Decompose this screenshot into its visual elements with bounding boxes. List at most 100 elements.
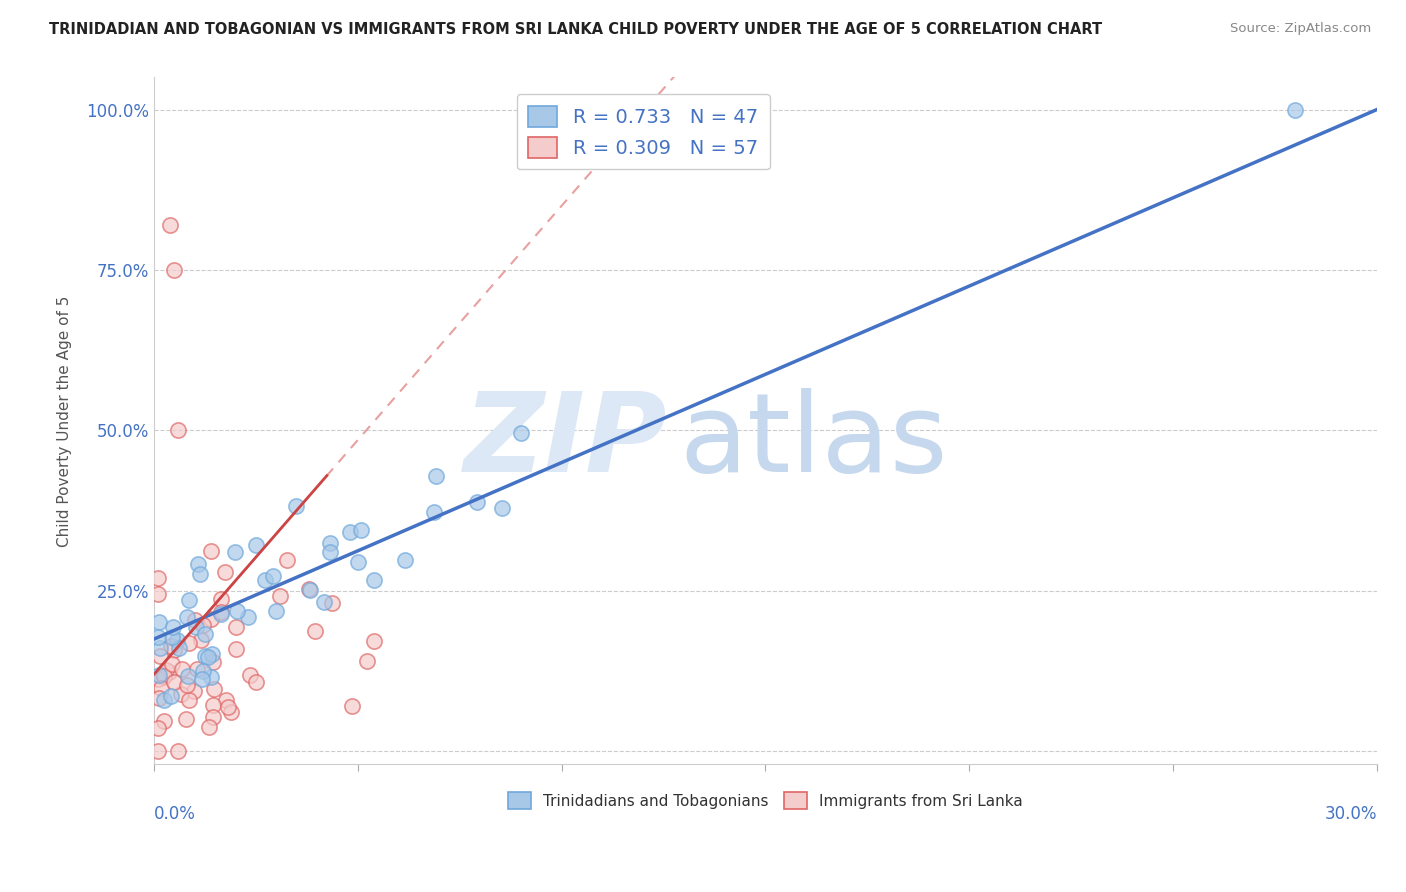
Point	[491, 501, 513, 516]
Text: Source: ZipAtlas.com: Source: ZipAtlas.com	[1230, 22, 1371, 36]
Text: 30.0%: 30.0%	[1324, 805, 1376, 823]
Point	[314, 595, 336, 609]
Point	[194, 627, 217, 641]
Point	[149, 648, 172, 663]
Point	[1284, 103, 1306, 117]
Point	[245, 674, 267, 689]
Point	[148, 615, 170, 630]
Point	[186, 662, 208, 676]
Point	[190, 672, 212, 686]
Point	[202, 698, 225, 713]
Point	[245, 539, 267, 553]
Point	[346, 555, 368, 569]
Point	[179, 636, 201, 650]
Point	[356, 654, 378, 668]
Text: 0.0%: 0.0%	[153, 805, 195, 823]
Point	[194, 649, 217, 664]
Point	[148, 668, 170, 682]
Point	[202, 681, 225, 696]
Point	[163, 643, 186, 657]
Point	[509, 426, 531, 441]
Point	[167, 641, 190, 656]
Point	[200, 544, 222, 558]
Point	[163, 263, 186, 277]
Point	[177, 669, 200, 683]
Point	[172, 662, 194, 676]
Point	[149, 640, 172, 655]
Point	[363, 634, 385, 648]
Point	[152, 669, 174, 683]
Point	[187, 557, 209, 571]
Point	[153, 714, 176, 729]
Point	[146, 587, 169, 601]
Point	[350, 523, 373, 537]
Point	[264, 604, 287, 618]
Point	[200, 670, 222, 684]
Point	[163, 674, 186, 689]
Point	[319, 545, 342, 559]
Point	[238, 609, 260, 624]
Point	[298, 583, 321, 598]
Point	[160, 631, 183, 645]
Point	[197, 650, 219, 665]
Point	[166, 633, 188, 648]
Legend: Trinidadians and Tobagonians, Immigrants from Sri Lanka: Trinidadians and Tobagonians, Immigrants…	[502, 786, 1029, 815]
Point	[200, 612, 222, 626]
Point	[221, 705, 243, 719]
Point	[155, 663, 177, 677]
Point	[214, 565, 236, 579]
Text: atlas: atlas	[681, 388, 948, 495]
Point	[225, 642, 247, 657]
Point	[217, 699, 239, 714]
Point	[153, 693, 176, 707]
Point	[148, 690, 170, 705]
Point	[198, 720, 221, 734]
Point	[224, 545, 246, 559]
Point	[225, 620, 247, 634]
Point	[186, 619, 208, 633]
Point	[394, 553, 416, 567]
Point	[152, 670, 174, 684]
Point	[423, 505, 446, 519]
Point	[183, 684, 205, 698]
Point	[209, 591, 232, 606]
Point	[162, 620, 184, 634]
Point	[276, 553, 298, 567]
Point	[183, 613, 205, 627]
Point	[149, 681, 172, 695]
Text: ZIP: ZIP	[464, 388, 668, 495]
Point	[209, 606, 232, 620]
Point	[177, 692, 200, 706]
Point	[179, 592, 201, 607]
Point	[425, 469, 447, 483]
Point	[298, 582, 321, 596]
Point	[202, 655, 225, 669]
Point	[188, 566, 211, 581]
Point	[209, 607, 232, 621]
Point	[159, 218, 181, 232]
Point	[160, 640, 183, 654]
Point	[269, 589, 291, 603]
Point	[146, 744, 169, 758]
Point	[176, 610, 198, 624]
Point	[253, 573, 276, 587]
Point	[363, 573, 385, 587]
Point	[167, 424, 190, 438]
Point	[201, 648, 224, 662]
Point	[146, 630, 169, 644]
Point	[239, 667, 262, 681]
Point	[319, 536, 342, 550]
Point	[339, 524, 361, 539]
Text: TRINIDADIAN AND TOBAGONIAN VS IMMIGRANTS FROM SRI LANKA CHILD POVERTY UNDER THE : TRINIDADIAN AND TOBAGONIAN VS IMMIGRANTS…	[49, 22, 1102, 37]
Point	[202, 710, 225, 724]
Point	[215, 692, 238, 706]
Y-axis label: Child Poverty Under the Age of 5: Child Poverty Under the Age of 5	[58, 295, 72, 547]
Point	[176, 678, 198, 692]
Point	[146, 721, 169, 735]
Point	[146, 571, 169, 585]
Point	[176, 712, 198, 726]
Point	[170, 688, 193, 702]
Point	[146, 672, 169, 686]
Point	[159, 689, 181, 703]
Point	[190, 632, 212, 647]
